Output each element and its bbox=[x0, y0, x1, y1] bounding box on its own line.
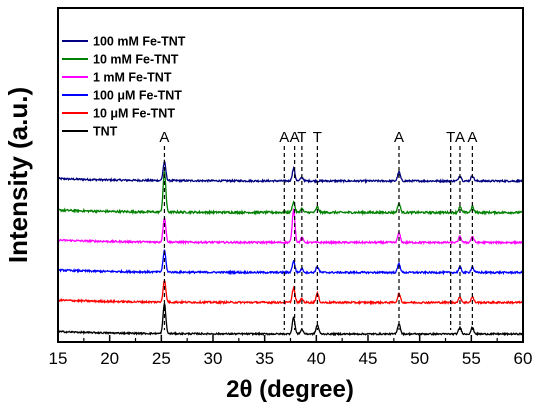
x-tick-label-0: 15 bbox=[49, 349, 68, 368]
peak-label-5: A bbox=[394, 129, 404, 146]
peak-label-3: T bbox=[297, 129, 306, 146]
series-line-4 bbox=[57, 280, 524, 306]
x-tick-label-1: 20 bbox=[100, 349, 119, 368]
x-tick-label-4: 35 bbox=[255, 349, 274, 368]
series-line-0 bbox=[57, 158, 524, 185]
reference-line-layer: A A AT T A T A A bbox=[159, 129, 477, 330]
peak-label-8: A bbox=[467, 129, 477, 146]
legend: 100 mM Fe-TNT 10 mM Fe-TNT 1 mM Fe-TNT 100 … bbox=[62, 35, 186, 139]
legend-label-2: 1 mM Fe-TNT bbox=[93, 71, 172, 85]
series-line-1 bbox=[57, 171, 524, 216]
legend-label-1: 10 mM Fe-TNT bbox=[93, 53, 179, 67]
x-axis-title-unit: (degree) bbox=[252, 376, 353, 403]
series-line-3 bbox=[57, 249, 524, 276]
legend-label-0: 100 mM Fe-TNT bbox=[93, 35, 186, 49]
x-axis-title: 2θ (degree) bbox=[226, 376, 354, 403]
series-line-2 bbox=[57, 207, 524, 246]
legend-label-5: TNT bbox=[93, 125, 118, 139]
x-tick-label-5: 40 bbox=[307, 349, 326, 368]
peak-label-6: T bbox=[446, 129, 455, 146]
legend-label-4: 10 μM Fe-TNT bbox=[93, 107, 175, 121]
series-line-5 bbox=[57, 303, 524, 337]
y-axis-title: Intensity (a.u.) bbox=[3, 87, 33, 263]
x-tick-label-2: 25 bbox=[152, 349, 171, 368]
peak-label-0: A bbox=[159, 129, 169, 146]
x-tick-label-6: 45 bbox=[359, 349, 378, 368]
peak-label-4: T bbox=[313, 129, 322, 146]
peak-label-1: A bbox=[279, 129, 289, 146]
x-tick-label-8: 55 bbox=[462, 349, 481, 368]
x-tick-label-3: 30 bbox=[204, 349, 223, 368]
x-tick-label-9: 60 bbox=[514, 349, 533, 368]
series-layer bbox=[57, 158, 524, 337]
peak-label-2: A bbox=[290, 129, 300, 146]
peak-label-7: A bbox=[455, 129, 465, 146]
x-axis-title-symbol: 2θ bbox=[226, 376, 252, 403]
x-tick-layer: 15 20 25 30 35 40 45 50 55 60 bbox=[49, 335, 533, 368]
legend-label-3: 100 μM Fe-TNT bbox=[93, 89, 182, 103]
x-tick-label-7: 50 bbox=[410, 349, 429, 368]
